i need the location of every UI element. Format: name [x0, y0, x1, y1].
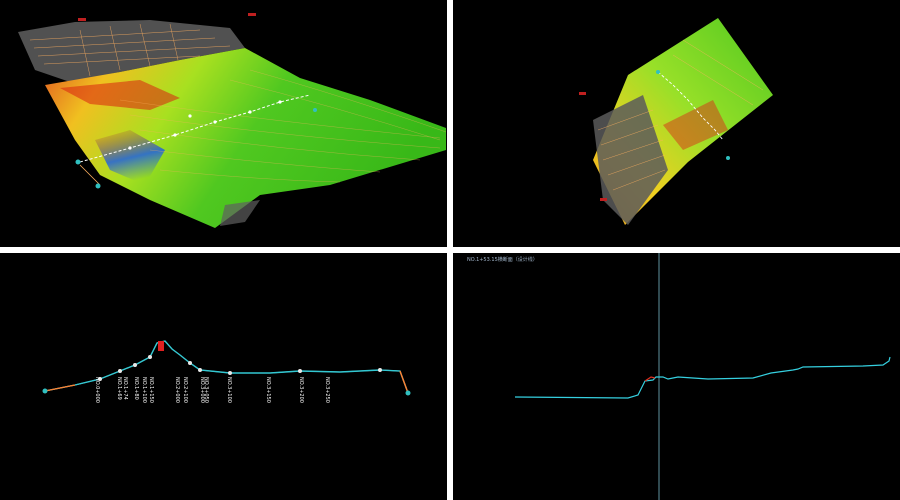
profile-start-marker[interactable]: [42, 388, 48, 394]
dark-gully: [220, 200, 260, 226]
section-design-line: [644, 376, 656, 382]
station-marker[interactable]: [726, 156, 730, 160]
terrain-perspective-canvas[interactable]: [0, 0, 447, 247]
profile-viewport[interactable]: NO.0+000 NO.1+69 NO.1+74 NO.1+80 NO.1+100 NO.…: [0, 253, 447, 500]
station-marker[interactable]: [656, 70, 660, 74]
station-label: NO.1+150: [148, 377, 154, 403]
top-viewport[interactable]: [453, 0, 900, 247]
section-ticks: [128, 100, 282, 150]
section-canvas[interactable]: [453, 253, 900, 500]
station-label: NO.3+000: [199, 377, 205, 403]
grey-slope-top: [593, 95, 668, 225]
terrain-top-canvas[interactable]: [453, 0, 900, 247]
station-label: NO.3+200: [298, 377, 304, 403]
station-label: NO.3+100: [226, 377, 232, 403]
perspective-viewport[interactable]: [0, 0, 447, 247]
station-label: NO.3+250: [324, 377, 330, 403]
station-marker[interactable]: [313, 108, 317, 112]
water-channel: [95, 130, 165, 185]
section-ground-line: [514, 356, 891, 399]
station-label: NO.1+74: [122, 377, 128, 400]
profile-canvas[interactable]: NO.0+000 NO.1+69 NO.1+74 NO.1+80 NO.1+100 NO.…: [0, 253, 447, 500]
station-label: NO.3+150: [265, 377, 271, 403]
station-marker[interactable]: [95, 183, 101, 189]
section-viewport[interactable]: NO.1+53.15横断面（设计线）: [453, 253, 900, 500]
hot-zone-top: [663, 100, 728, 150]
peak-marker: [158, 341, 164, 351]
profile-end-marker[interactable]: [405, 390, 411, 396]
station-labels: NO.0+000 NO.1+69 NO.1+74 NO.1+80 NO.1+100 NO.…: [94, 377, 330, 403]
axis-marker-red: [248, 13, 256, 16]
station-label: NO.1+100: [141, 377, 147, 403]
hot-ridge: [60, 80, 180, 110]
station-marker[interactable]: [75, 159, 81, 165]
station-label: NO.2+100: [182, 377, 188, 403]
axis-marker-red: [600, 198, 607, 201]
profile-vertex-markers: [98, 355, 382, 381]
axis-marker-red: [78, 18, 86, 21]
axis-marker-red: [579, 92, 586, 95]
station-label: NO.3+050: [203, 377, 209, 403]
alignment-line-top: [657, 71, 724, 141]
station-label: NO.1+69: [116, 377, 122, 400]
section-title: NO.1+53.15横断面（设计线）: [467, 257, 538, 263]
station-label: NO.0+000: [94, 377, 100, 403]
surface-contours: [119, 69, 447, 183]
station-label: NO.1+80: [133, 377, 139, 400]
cliff-contours: [29, 23, 231, 77]
station-label: NO.2+000: [174, 377, 180, 403]
top-contours: [597, 39, 764, 191]
